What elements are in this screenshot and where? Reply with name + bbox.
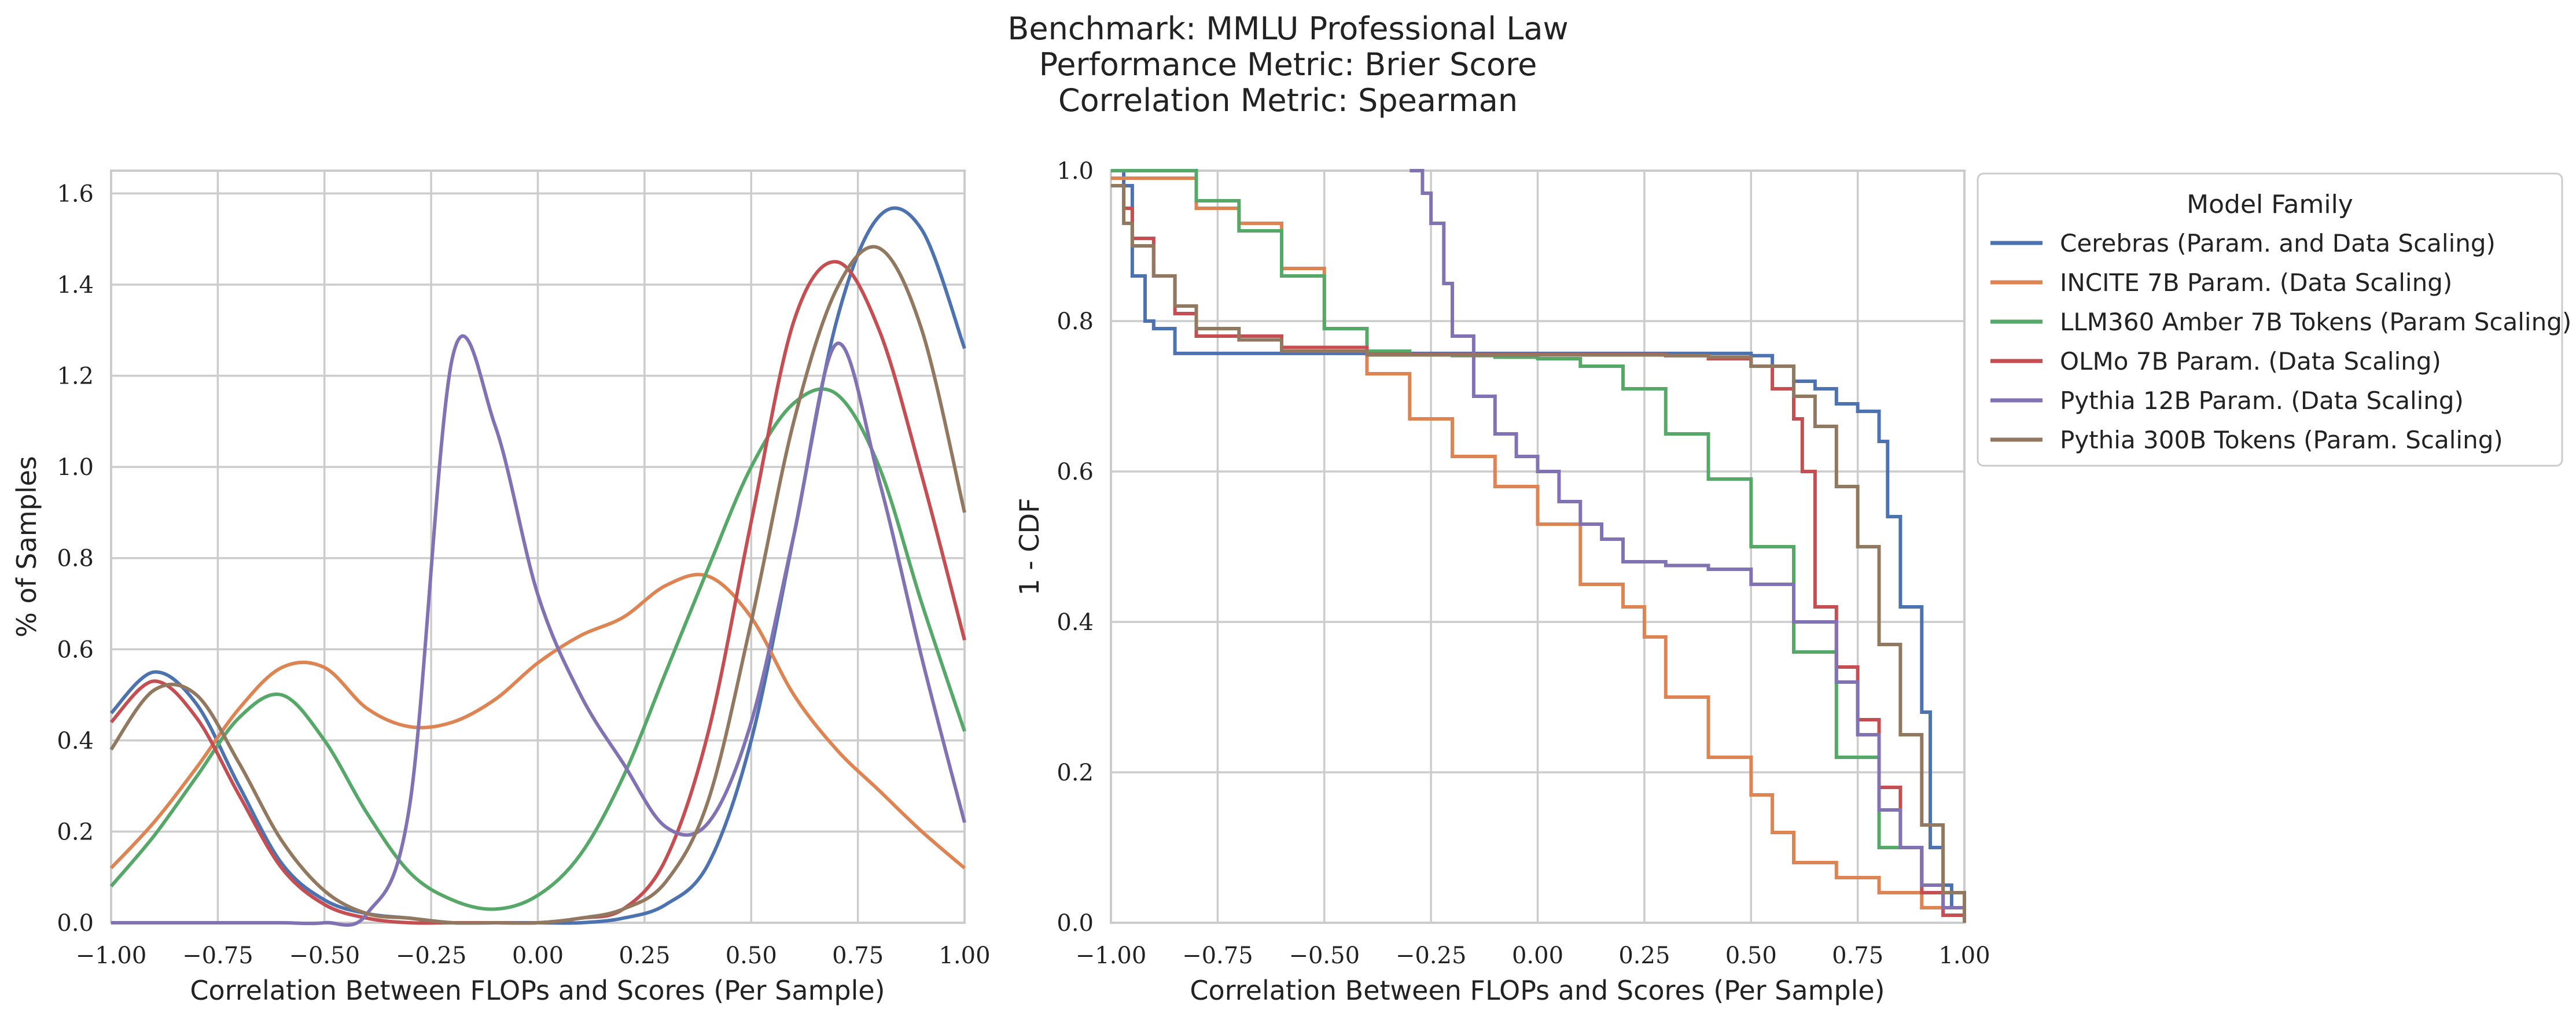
x-tick-label: 0.00: [1512, 942, 1563, 969]
cdf-step-cerebras-param-and-data-scaling: [1111, 169, 1966, 923]
cdf-plot: −1.00 −0.75 −0.50 −0.25 0.00 0.25 0.50 0.75 1.00…: [1014, 158, 1990, 1006]
y-tick-label: 0.2: [57, 819, 94, 845]
legend-label: Cerebras (Param. and Data Scaling): [2060, 229, 2496, 257]
cdf-step-incite-7b-param-data-scaling: [1111, 176, 1966, 923]
x-tick-label: −1.00: [1076, 942, 1147, 969]
x-tick-label: 1.00: [939, 942, 990, 969]
x-tick-label: −0.25: [396, 942, 467, 969]
x-tick-label: −0.50: [1289, 942, 1360, 969]
kde-x-ticks: −1.00 −0.75 −0.50 −0.25 0.00 0.25 0.50 0.75 1.00: [76, 942, 991, 969]
x-tick-label: 0.75: [832, 942, 884, 969]
x-tick-label: 0.50: [726, 942, 777, 969]
legend-entry: Pythia 300B Tokens (Param. Scaling): [1990, 426, 2503, 454]
y-tick-label: 0.0: [57, 910, 94, 937]
cdf-x-axis-label: Correlation Between FLOPs and Scores (Pe…: [1190, 975, 1885, 1006]
y-tick-label: 1.4: [57, 272, 94, 299]
y-tick-label: 1.6: [57, 181, 94, 207]
legend-entry: OLMo 7B Param. (Data Scaling): [1990, 347, 2441, 375]
legend-entry: Cerebras (Param. and Data Scaling): [1990, 229, 2496, 257]
title-line-1: Benchmark: MMLU Professional Law: [1007, 10, 1568, 47]
y-tick-label: 0.2: [1057, 760, 1094, 786]
cdf-series-group: [1111, 169, 1966, 923]
x-tick-label: −0.25: [1396, 942, 1467, 969]
y-tick-label: 1.2: [57, 363, 94, 390]
y-tick-label: 1.0: [1057, 158, 1094, 185]
x-tick-label: 0.00: [512, 942, 564, 969]
y-tick-label: 0.8: [1057, 308, 1094, 335]
legend-label: INCITE 7B Param. (Data Scaling): [2060, 268, 2452, 297]
x-tick-label: 0.25: [619, 942, 670, 969]
y-tick-label: 0.6: [57, 636, 94, 663]
cdf-step-pythia-300b-tokens-param-scaling: [1111, 184, 1966, 923]
legend-label: Pythia 12B Param. (Data Scaling): [2060, 386, 2464, 415]
legend-entries: Cerebras (Param. and Data Scaling) INCITE…: [1990, 229, 2571, 454]
x-tick-label: −1.00: [76, 942, 147, 969]
figure-title: Benchmark: MMLU Professional Law Perform…: [1007, 10, 1568, 119]
legend-entry: INCITE 7B Param. (Data Scaling): [1990, 268, 2452, 297]
kde-plot: −1.00 −0.75 −0.50 −0.25 0.00 0.25 0.50 0.75 1.00…: [11, 170, 991, 1006]
legend-entry: LLM360 Amber 7B Tokens (Param Scaling): [1990, 308, 2571, 336]
legend-label: Pythia 300B Tokens (Param. Scaling): [2060, 426, 2503, 454]
kde-series-group: [109, 206, 966, 927]
x-tick-label: 1.00: [1938, 942, 1990, 969]
y-tick-label: 1.0: [57, 454, 94, 481]
legend-label: LLM360 Amber 7B Tokens (Param Scaling): [2060, 308, 2571, 336]
legend-box: [1977, 172, 2563, 467]
kde-y-ticks: 0.0 0.2 0.4 0.6 0.8 1.0 1.2 1.4 1.6: [57, 181, 94, 937]
x-tick-label: 0.25: [1618, 942, 1670, 969]
y-tick-label: 0.8: [57, 546, 94, 572]
y-tick-label: 0.0: [1057, 910, 1094, 937]
x-tick-label: −0.75: [182, 942, 253, 969]
legend: Model Family Cerebras (Param. and Data S…: [1977, 172, 2571, 467]
x-tick-label: −0.75: [1182, 942, 1253, 969]
y-tick-label: 0.4: [1057, 609, 1094, 636]
legend-title: Model Family: [2187, 190, 2353, 219]
x-tick-label: 0.75: [1832, 942, 1883, 969]
cdf-y-ticks: 0.0 0.2 0.4 0.6 0.8 1.0: [1057, 158, 1094, 937]
legend-entry: Pythia 12B Param. (Data Scaling): [1990, 386, 2464, 415]
title-line-2: Performance Metric: Brier Score: [1039, 46, 1537, 83]
cdf-gridlines: [1110, 170, 1966, 924]
x-tick-label: 0.50: [1725, 942, 1777, 969]
title-line-3: Correlation Metric: Spearman: [1058, 82, 1518, 119]
kde-y-axis-label: % of Samples: [11, 456, 42, 638]
y-tick-label: 0.4: [57, 728, 94, 754]
kde-line-llm360-amber-7b-tokens-param-scaling: [109, 387, 966, 911]
x-tick-label: −0.50: [289, 942, 360, 969]
kde-line-pythia-300b-tokens-param-scaling: [109, 245, 966, 925]
kde-x-axis-label: Correlation Between FLOPs and Scores (Pe…: [190, 975, 885, 1006]
kde-line-incite-7b-param-data-scaling: [109, 573, 966, 870]
legend-label: OLMo 7B Param. (Data Scaling): [2060, 347, 2441, 375]
kde-line-pythia-12b-param-data-scaling: [111, 334, 966, 927]
kde-line-cerebras-param-and-data-scaling: [109, 206, 966, 925]
y-tick-label: 0.6: [1057, 459, 1094, 485]
cdf-step-pythia-12b-param-data-scaling: [1410, 169, 1966, 923]
cdf-x-ticks: −1.00 −0.75 −0.50 −0.25 0.00 0.25 0.50 0.75 1.00: [1076, 942, 1990, 969]
cdf-y-axis-label: 1 - CDF: [1014, 498, 1045, 595]
